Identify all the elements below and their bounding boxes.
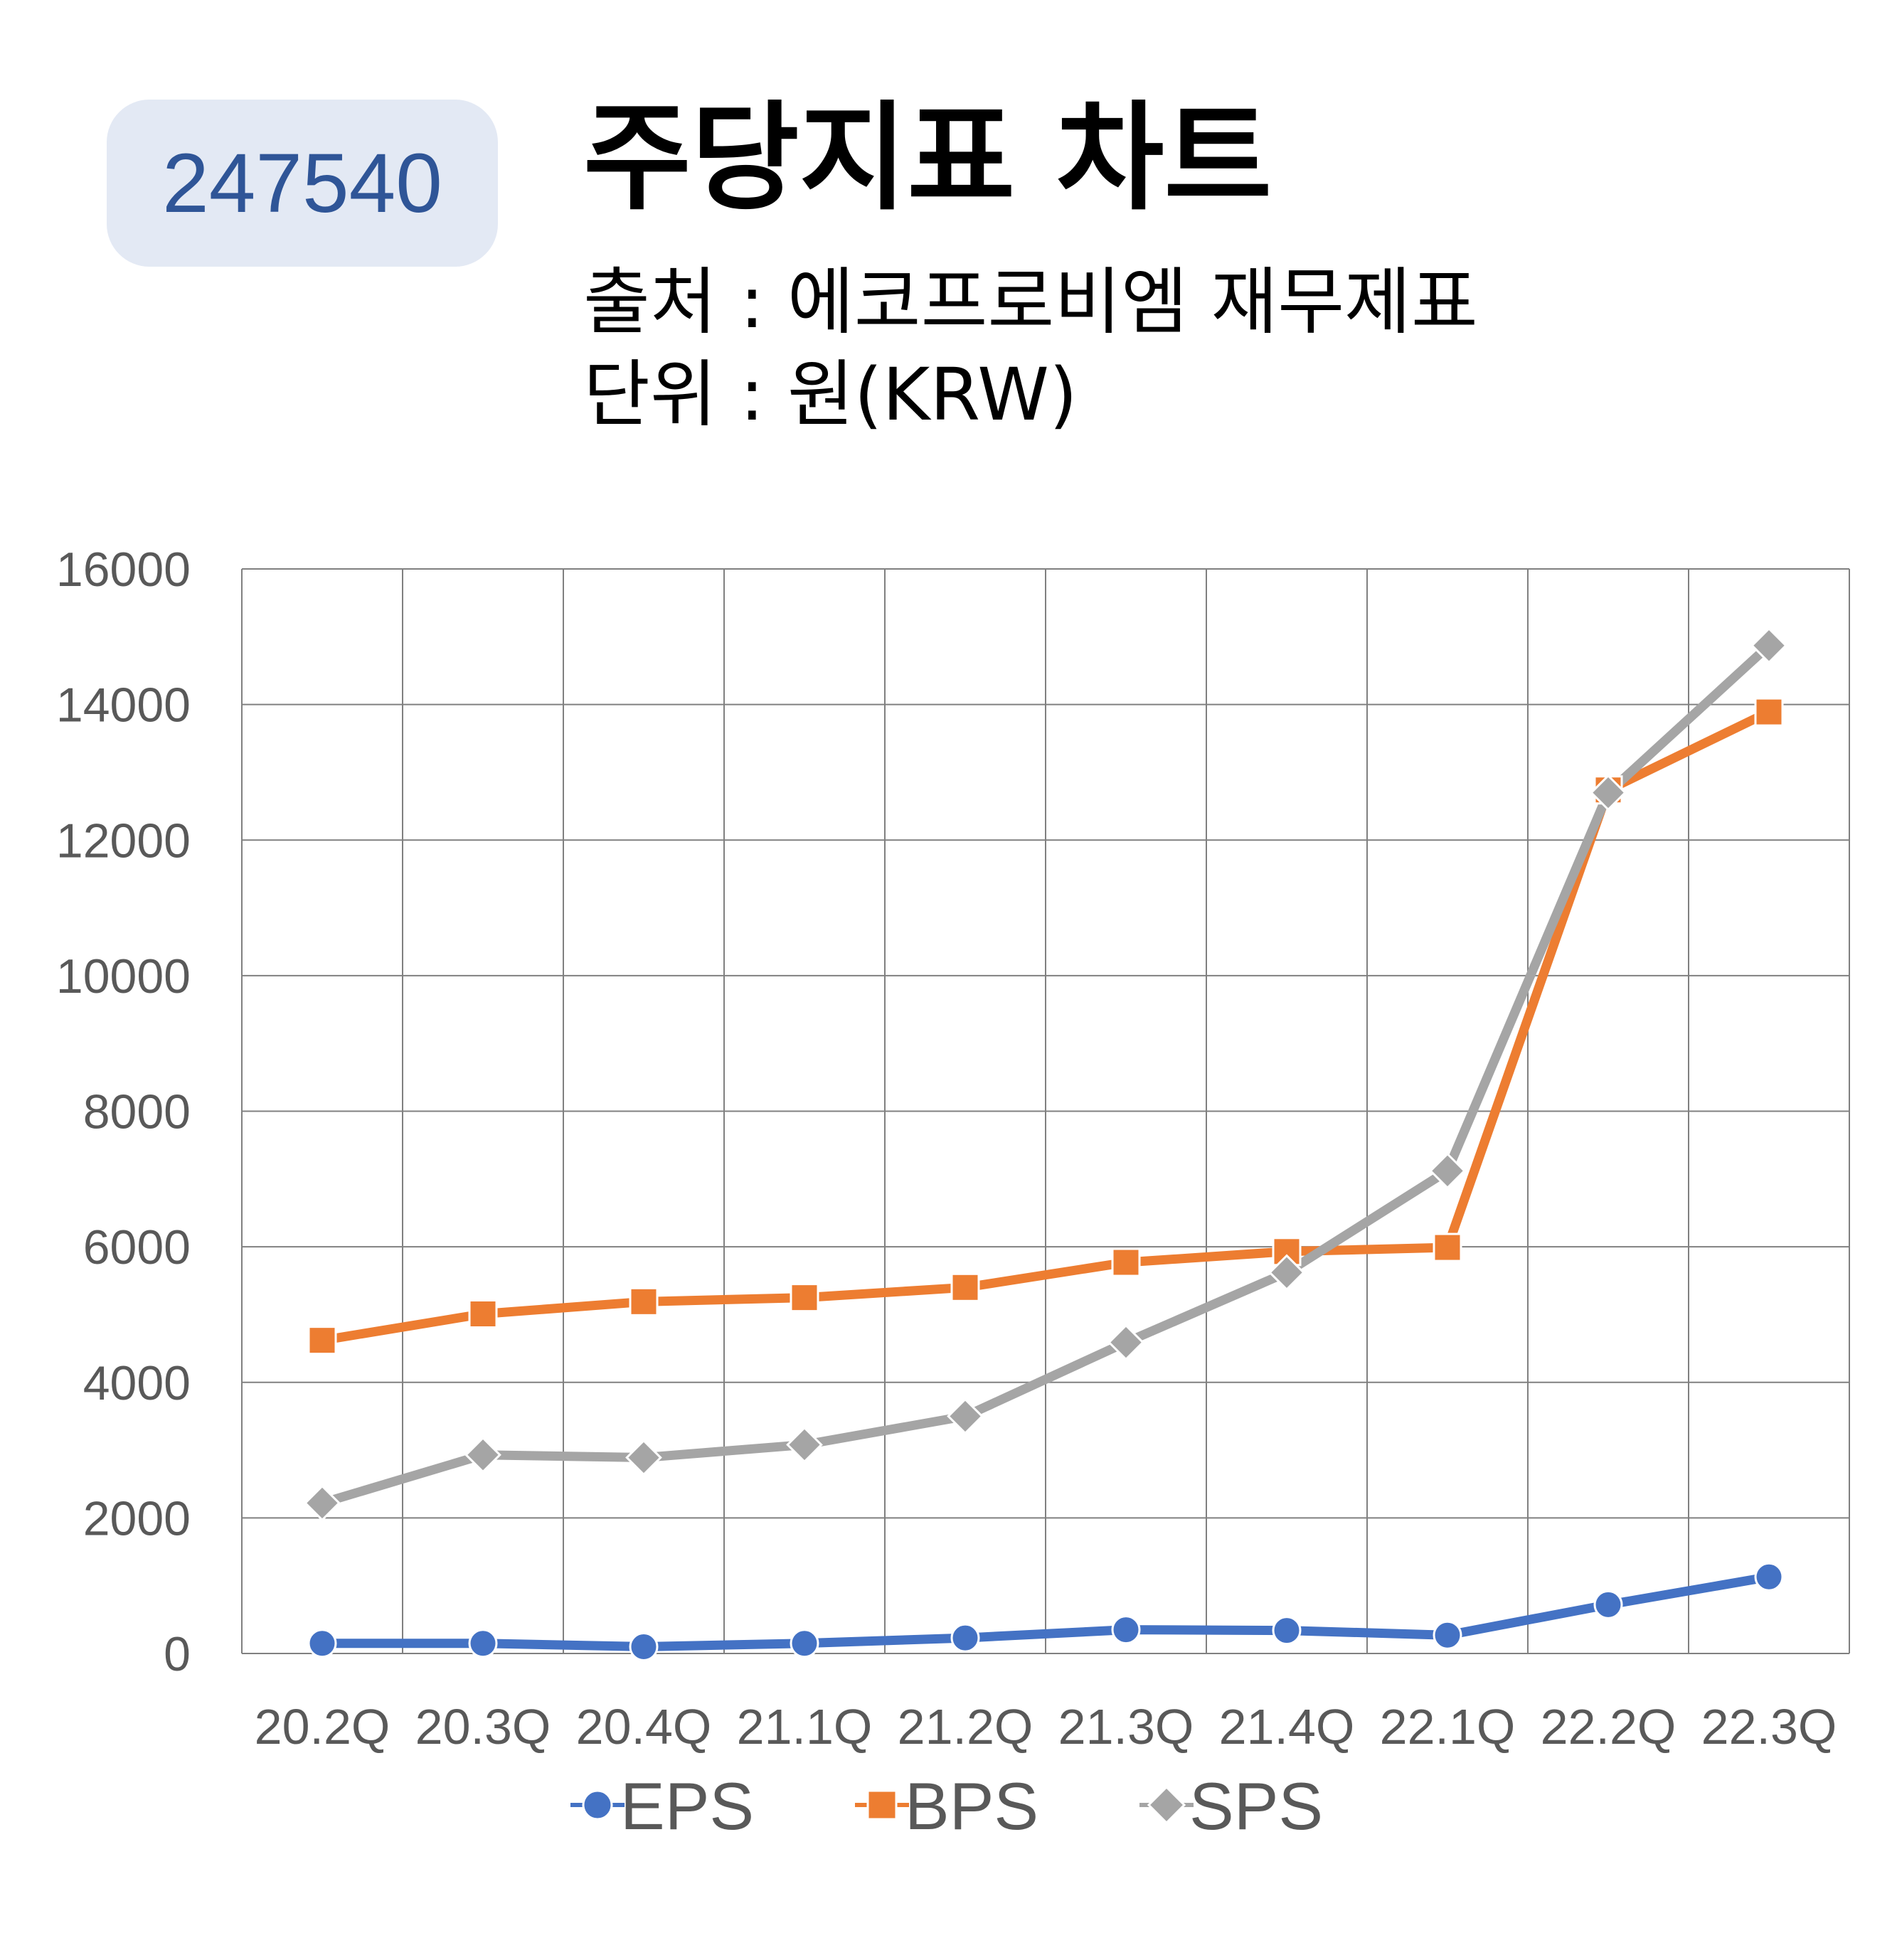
y-tick-label: 4000 [83, 1356, 191, 1410]
y-tick-label: 14000 [56, 678, 191, 733]
x-tick-label: 20.4Q [576, 1699, 712, 1754]
legend-label-sps: SPS [1189, 1769, 1323, 1843]
data-point-eps [1754, 1562, 1784, 1592]
data-point-eps [1433, 1620, 1462, 1650]
y-tick-label: 16000 [56, 543, 191, 597]
data-point-sps [625, 1439, 662, 1476]
data-point-sps [464, 1436, 501, 1474]
x-tick-label: 20.2Q [255, 1699, 390, 1754]
y-tick-label: 0 [164, 1627, 191, 1681]
y-axis-ticks: 0 2000 4000 6000 8000 10000 12000 14000 16000 [56, 543, 191, 1681]
series-line-sps [317, 641, 1774, 1508]
data-point-eps [1111, 1615, 1141, 1645]
x-tick-label: 21.4Q [1219, 1699, 1355, 1754]
data-point-eps [468, 1629, 498, 1658]
page-title: 주당지표 차트 [583, 90, 1272, 226]
data-point-sps [786, 1426, 823, 1464]
data-point-bps [1111, 1247, 1141, 1277]
chart-grid [241, 568, 1850, 1654]
data-point-bps [307, 1326, 337, 1356]
data-point-eps [307, 1629, 337, 1658]
data-point-sps [1429, 1152, 1466, 1190]
data-point-sps [1750, 627, 1787, 664]
data-point-sps [1268, 1254, 1305, 1291]
x-tick-label: 21.2Q [898, 1699, 1033, 1754]
y-tick-label: 6000 [83, 1220, 191, 1274]
series-markers [304, 627, 1787, 1661]
legend-marker-eps [582, 1789, 613, 1821]
data-point-bps [950, 1272, 980, 1302]
data-point-bps [790, 1283, 819, 1313]
x-tick-label: 20.3Q [415, 1699, 551, 1754]
data-point-eps [950, 1623, 980, 1653]
stock-code-badge: 247540 [107, 100, 498, 267]
data-point-eps [629, 1631, 659, 1661]
chart-legend: EPS BPS SPS [570, 1769, 1323, 1843]
series-lines [317, 641, 1774, 1651]
x-tick-label: 22.3Q [1701, 1699, 1837, 1754]
unit-text: 단위 : 원(KRW) [583, 353, 1078, 437]
data-point-eps [790, 1629, 819, 1658]
x-tick-label: 21.1Q [737, 1699, 873, 1754]
y-tick-label: 10000 [56, 949, 191, 1003]
x-tick-label: 22.2Q [1541, 1699, 1677, 1754]
data-point-bps [1433, 1232, 1462, 1262]
legend-marker-bps [866, 1789, 898, 1821]
data-point-bps [1754, 697, 1784, 727]
data-point-eps [1272, 1616, 1302, 1646]
legend-marker-sps [1147, 1785, 1186, 1825]
data-point-bps [468, 1299, 498, 1328]
x-tick-label: 21.3Q [1058, 1699, 1194, 1754]
x-tick-label: 22.1Q [1380, 1699, 1516, 1754]
data-point-sps [947, 1397, 984, 1435]
y-tick-label: 12000 [56, 814, 191, 868]
data-point-bps [629, 1287, 659, 1316]
y-tick-label: 2000 [83, 1491, 191, 1545]
x-axis-ticks: 20.2Q 20.3Q 20.4Q 21.1Q 21.2Q 21.3Q 21.4Q 22.1Q… [255, 1699, 1837, 1754]
series-line-eps [317, 1572, 1774, 1651]
legend-label-eps: EPS [620, 1769, 754, 1843]
data-point-sps [1107, 1323, 1144, 1361]
series-line-bps [317, 707, 1774, 1346]
legend-label-bps: BPS [905, 1769, 1038, 1843]
source-text: 출처 : 에코프로비엠 재무제표 [583, 260, 1478, 345]
data-point-sps [1590, 774, 1627, 811]
data-point-eps [1593, 1589, 1623, 1619]
data-point-sps [304, 1484, 341, 1522]
y-tick-label: 8000 [83, 1085, 191, 1139]
